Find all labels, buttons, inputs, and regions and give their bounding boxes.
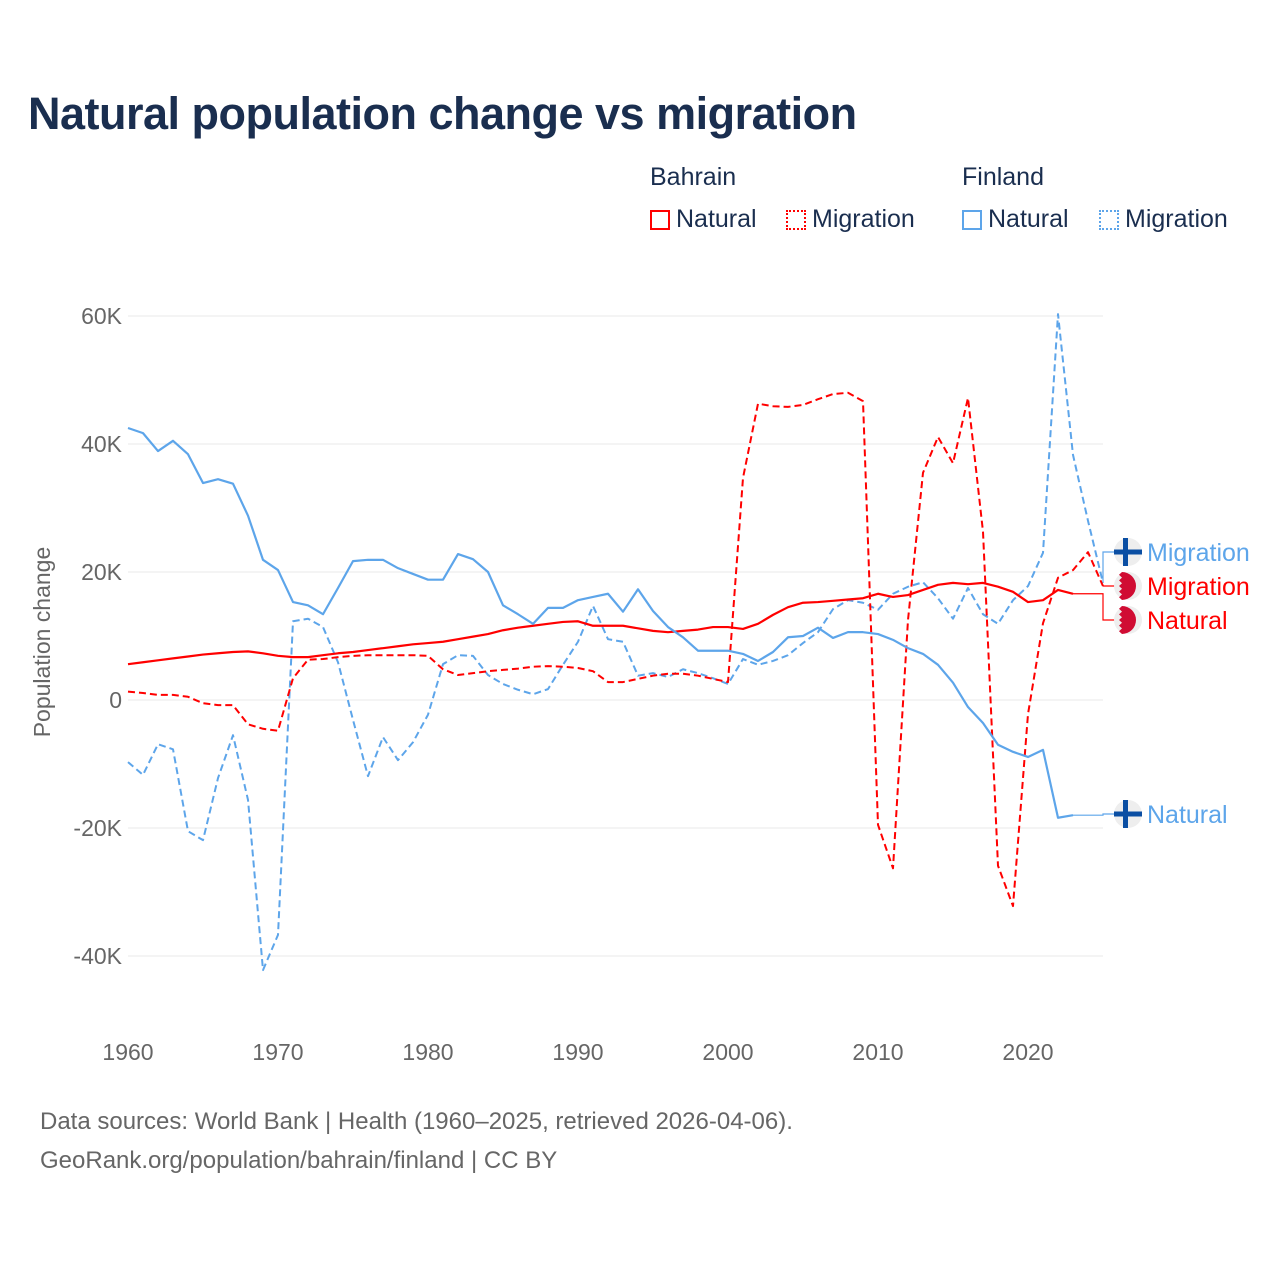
legend-bahrain-migration[interactable]: Migration [786, 205, 915, 234]
series-line-finland-natural [127, 426, 1074, 819]
flag-red [1119, 606, 1136, 634]
x-tick-label: 1960 [102, 1039, 153, 1065]
x-tick-label: 2000 [702, 1039, 753, 1065]
label-connector [1102, 551, 1115, 583]
x-tick-label: 1990 [552, 1039, 603, 1065]
series-line-bahrain-migration [127, 391, 1104, 908]
legend-label: Migration [812, 205, 915, 233]
legend-label: Natural [988, 205, 1069, 233]
legend-group-bahrain: Bahrain [650, 163, 737, 191]
legend-finland-natural[interactable]: Natural [962, 205, 1069, 234]
chart-title: Natural population change vs migration [28, 88, 857, 139]
series-end-label: Natural [1147, 801, 1228, 829]
bahrain-flag-icon [1114, 606, 1142, 634]
x-tick-label: 2010 [852, 1039, 903, 1065]
label-connector [1073, 593, 1115, 621]
legend-swatch [650, 209, 670, 230]
flag-cross [1123, 538, 1128, 566]
series-end-label: Migration [1147, 573, 1250, 601]
legend-label: Migration [1125, 205, 1228, 233]
y-tick-label: 0 [109, 687, 122, 713]
legend-label: Natural [676, 205, 757, 233]
x-tick-label: 1970 [252, 1039, 303, 1065]
y-axis-label: Population change [29, 547, 55, 738]
series-end-label: Natural [1147, 607, 1228, 635]
y-tick-label: -40K [73, 943, 122, 969]
source-line: Data sources: World Bank | Health (1960–… [40, 1108, 793, 1135]
x-tick-label: 1980 [402, 1039, 453, 1065]
x-tick-label: 2020 [1002, 1039, 1053, 1065]
flag-cross [1123, 800, 1128, 828]
legend-finland-migration[interactable]: Migration [1099, 205, 1228, 234]
label-connector [1073, 813, 1115, 816]
legend-group-finland: Finland [962, 163, 1044, 191]
legend-bahrain-natural[interactable]: Natural [650, 205, 757, 234]
flag-red [1119, 572, 1136, 600]
series-line-bahrain-natural [127, 581, 1074, 666]
bahrain-flag-icon [1114, 572, 1142, 600]
legend-swatch [962, 209, 982, 230]
finland-flag-icon [1114, 538, 1142, 566]
series-end-label: Migration [1147, 539, 1250, 567]
y-tick-label: 40K [81, 431, 123, 457]
finland-flag-icon [1114, 800, 1142, 828]
y-tick-label: 60K [81, 303, 123, 329]
y-tick-label: -20K [73, 815, 122, 841]
legend-swatch [786, 209, 806, 230]
legend-swatch [1099, 209, 1119, 230]
attribution-line[interactable]: GeoRank.org/population/bahrain/finland |… [40, 1147, 558, 1174]
y-tick-label: 20K [81, 559, 123, 585]
series-line-finland-migration [127, 313, 1104, 972]
